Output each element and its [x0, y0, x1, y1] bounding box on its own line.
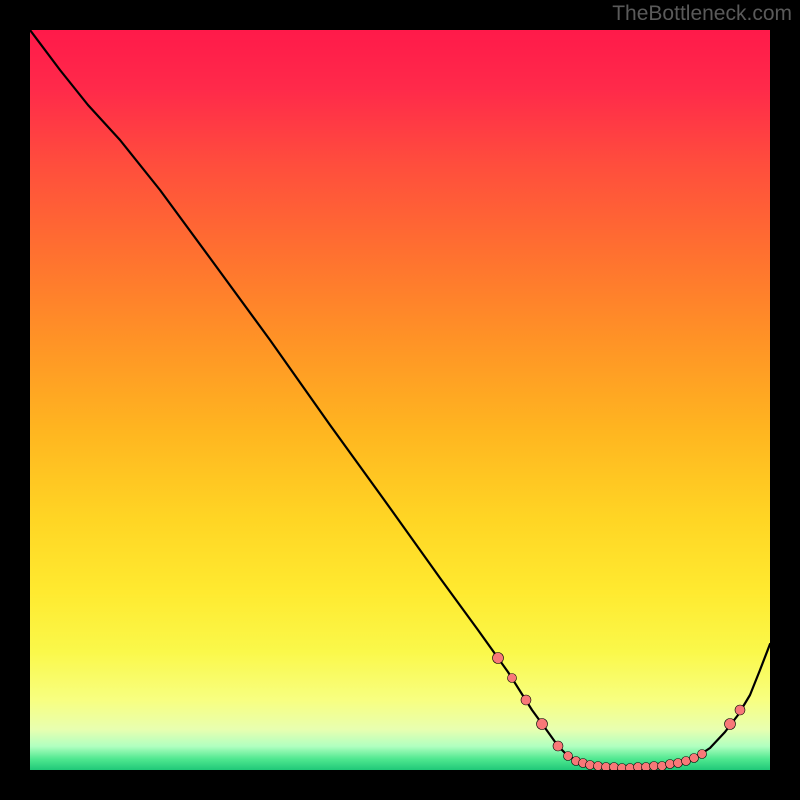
data-marker — [626, 764, 635, 771]
data-marker — [650, 762, 659, 771]
data-marker — [674, 759, 683, 768]
data-marker — [521, 695, 531, 705]
data-marker — [537, 719, 548, 730]
data-marker — [586, 761, 595, 770]
data-marker — [725, 719, 736, 730]
data-marker — [735, 705, 745, 715]
data-marker — [658, 762, 667, 771]
data-marker — [602, 763, 611, 771]
gradient-background — [30, 30, 770, 770]
data-marker — [610, 763, 619, 771]
data-marker — [698, 750, 707, 759]
data-marker — [564, 752, 573, 761]
data-marker — [553, 741, 563, 751]
data-marker — [690, 754, 699, 763]
data-marker — [493, 653, 504, 664]
data-marker — [642, 763, 651, 771]
watermark-text: TheBottleneck.com — [612, 2, 792, 26]
data-marker — [594, 762, 603, 771]
data-marker — [508, 674, 517, 683]
data-marker — [634, 763, 643, 771]
plot-area — [30, 30, 770, 770]
chart-svg — [30, 30, 770, 770]
data-marker — [618, 764, 627, 771]
chart-container: TheBottleneck.com — [0, 0, 800, 800]
data-marker — [682, 757, 691, 766]
data-marker — [666, 760, 675, 769]
